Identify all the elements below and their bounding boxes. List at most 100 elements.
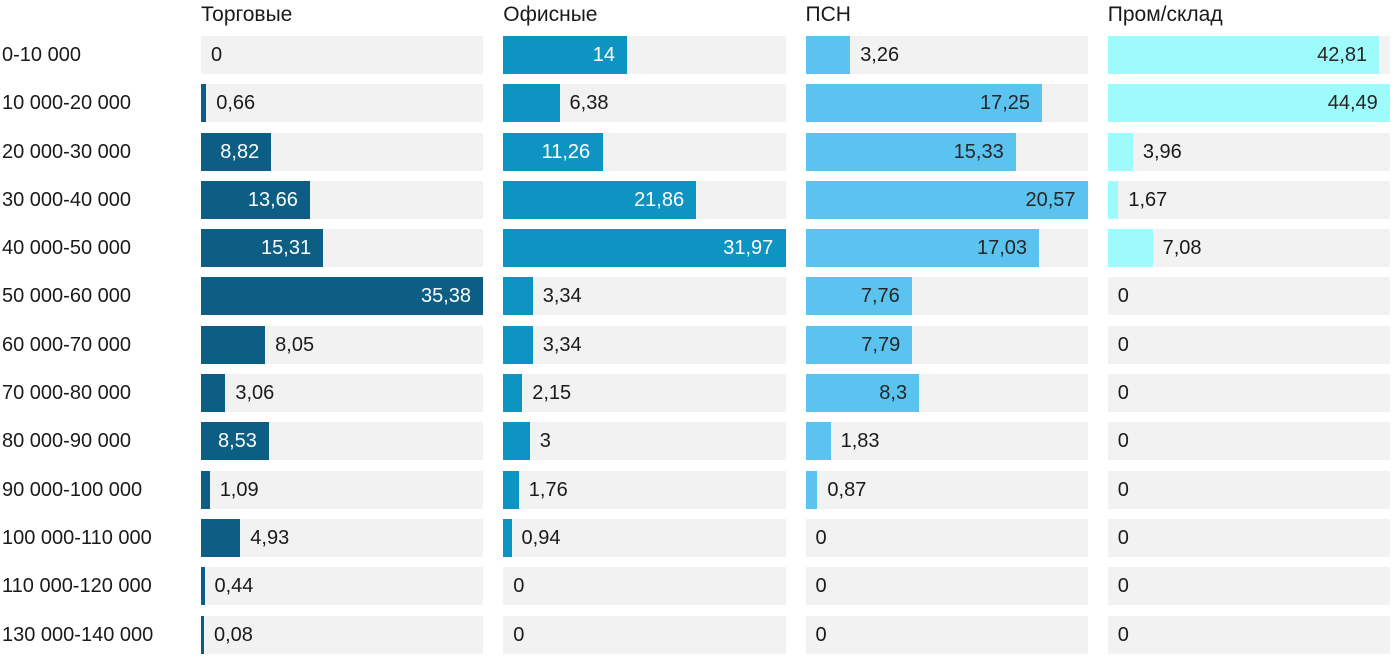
bar — [503, 180, 697, 219]
category-label: 130 000-140 000 — [2, 623, 154, 646]
chart-row: 90 000-100 000 1,09 1,76 0,87 0 — [0, 470, 1400, 509]
chart-row: 30 000-40 000 13,66 21,86 20,57 1,67 — [0, 180, 1400, 219]
chart-rows: 0-10 000 0 14 3,26 42,81 10 000-20 000 0,66 6,3… — [0, 36, 1400, 654]
value-label: 2,15 — [532, 382, 572, 405]
bar-track: 0,94 — [503, 518, 786, 557]
bar-chart: Торговые Офисные ПСН Пром/склад 0-10 000… — [0, 0, 1400, 654]
chart-row: 80 000-90 000 8,53 3 1,83 0 — [0, 422, 1400, 461]
value-label: 1,09 — [219, 478, 259, 501]
bar-track: 13,66 — [201, 180, 484, 219]
value-label: 0 — [815, 575, 827, 598]
bar — [201, 374, 226, 413]
bar-track: 0 — [805, 615, 1088, 654]
bar — [1107, 132, 1133, 171]
bar-track: 15,31 — [201, 229, 484, 268]
bar — [201, 180, 310, 219]
bar-track: 1,83 — [805, 422, 1088, 461]
bar-track: 8,3 — [805, 374, 1088, 413]
chart-header-row: Торговые Офисные ПСН Пром/склад — [0, 0, 1400, 27]
chart-row: 40 000-50 000 15,31 31,97 17,03 7,08 — [0, 229, 1400, 268]
bar-track: 3,34 — [503, 325, 786, 364]
bar — [503, 470, 519, 509]
value-label: 0,44 — [214, 575, 254, 598]
bar — [201, 277, 484, 316]
bar — [805, 132, 1016, 171]
bar — [805, 277, 912, 316]
bar — [503, 374, 523, 413]
value-label: 3,06 — [235, 382, 275, 405]
value-label: 0 — [1117, 478, 1129, 501]
bar — [805, 229, 1040, 268]
chart-row: 20 000-30 000 8,82 11,26 15,33 3,96 — [0, 132, 1400, 171]
bar-track: 0 — [1107, 470, 1390, 509]
column-header-psn: ПСН — [805, 3, 851, 26]
value-label: 0 — [1117, 575, 1129, 598]
bar-track: 15,33 — [805, 132, 1088, 171]
value-label: 0,08 — [214, 623, 253, 646]
value-label: 15,31 — [261, 237, 312, 260]
value-label: 3,34 — [542, 333, 582, 356]
bar-track: 0,66 — [201, 84, 484, 123]
bar-track: 0,08 — [201, 615, 484, 654]
value-label: 0 — [513, 575, 525, 598]
value-label: 11,26 — [541, 140, 591, 163]
bar-track: 8,53 — [201, 422, 484, 461]
category-label: 30 000-40 000 — [2, 188, 132, 211]
bar-track: 1,67 — [1107, 180, 1390, 219]
category-label: 40 000-50 000 — [2, 237, 132, 260]
bar — [805, 84, 1043, 123]
bar-track: 7,79 — [805, 325, 1088, 364]
bar-track: 6,38 — [503, 84, 786, 123]
bar-track: 0 — [201, 36, 484, 74]
bar-track: 3,06 — [201, 374, 484, 413]
category-label: 20 000-30 000 — [2, 140, 132, 163]
bar-track: 0 — [1107, 325, 1390, 364]
value-label: 8,3 — [879, 382, 908, 405]
chart-row: 50 000-60 000 35,38 3,34 7,76 0 — [0, 277, 1400, 316]
bar-track: 7,76 — [805, 277, 1088, 316]
value-label: 8,53 — [217, 430, 257, 453]
bar — [201, 567, 205, 606]
bar-track: 0,87 — [805, 470, 1088, 509]
bar-track: 42,81 — [1107, 36, 1390, 74]
value-label: 0,87 — [827, 478, 867, 501]
bar — [1107, 229, 1153, 268]
bar-track: 0 — [503, 615, 786, 654]
value-label: 3 — [539, 430, 551, 453]
bar-track: 3,26 — [805, 36, 1088, 74]
value-label: 0 — [1117, 623, 1129, 646]
value-label: 3,96 — [1142, 140, 1182, 163]
value-label: 6,38 — [569, 92, 609, 115]
bar-track: 20,57 — [805, 180, 1088, 219]
bar-track: 21,86 — [503, 180, 786, 219]
value-label: 4,93 — [250, 526, 290, 549]
bar-track: 8,82 — [201, 132, 484, 171]
bar — [805, 374, 920, 413]
bar — [805, 325, 913, 364]
bar-track: 1,09 — [201, 470, 484, 509]
bar — [201, 518, 241, 557]
value-label: 0 — [1117, 285, 1129, 308]
bar — [201, 84, 207, 123]
column-header-ofisnye: Офисные — [503, 3, 598, 26]
bar-track: 31,97 — [503, 229, 786, 268]
bar — [1107, 84, 1390, 123]
value-label: 0 — [1117, 382, 1129, 405]
chart-row: 130 000-140 000 0,08 0 0 0 — [0, 615, 1400, 654]
value-label: 7,79 — [861, 333, 901, 356]
category-label: 70 000-80 000 — [2, 382, 132, 405]
value-label: 31,97 — [723, 237, 774, 260]
chart-row: 10 000-20 000 0,66 6,38 17,25 44,49 — [0, 84, 1400, 123]
bar-track: 17,03 — [805, 229, 1088, 268]
bar-track: 2,15 — [503, 374, 786, 413]
bar — [503, 84, 560, 123]
bar — [503, 229, 786, 268]
category-label: 90 000-100 000 — [2, 478, 143, 501]
bar — [201, 470, 210, 509]
bar — [201, 132, 272, 171]
value-label: 35,38 — [421, 285, 472, 308]
chart-row: 70 000-80 000 3,06 2,15 8,3 0 — [0, 374, 1400, 413]
value-label: 1,67 — [1128, 188, 1168, 211]
bar — [201, 422, 270, 461]
value-label: 0 — [1117, 526, 1129, 549]
